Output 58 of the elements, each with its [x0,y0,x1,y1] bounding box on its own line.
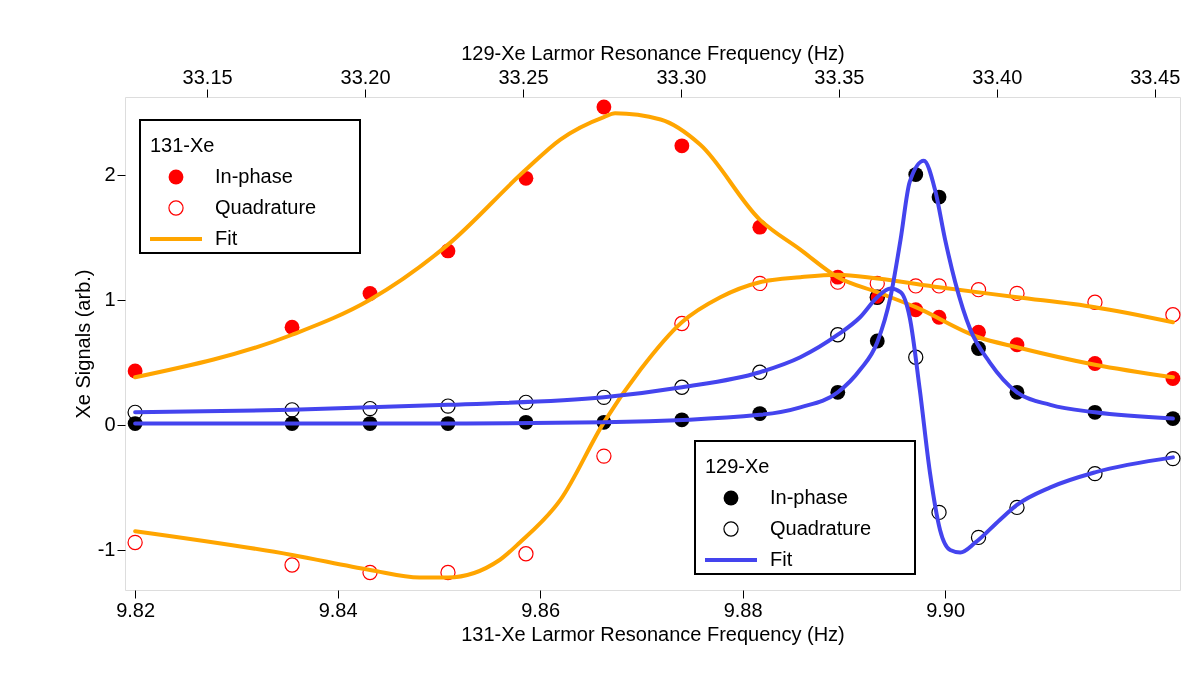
x-tick-label: 9.86 [521,598,561,621]
x-tick-label: 9.88 [723,598,763,621]
x2-tick-label: 33.40 [972,65,1023,88]
point [1087,465,1103,482]
point [931,278,947,294]
point [908,349,924,365]
point [362,400,378,417]
point [1165,450,1181,467]
legend-label: Fit [215,227,238,249]
point [674,379,690,395]
point [674,315,690,332]
point [284,402,300,418]
x2-tick-label: 33.20 [340,65,391,88]
point [908,278,924,294]
y-tick-label: 0 [104,413,116,436]
point [674,138,690,154]
point [440,564,456,581]
point [1165,307,1181,323]
point [362,564,378,581]
y-tick-label: 2 [104,163,116,186]
legend-label: Quadrature [770,517,872,539]
x-tick-label: 9.82 [116,598,156,621]
legend-label: Fit [770,548,793,570]
point [970,282,987,298]
point [284,557,300,573]
x2-tick-label: 33.25 [498,65,549,88]
text: 129-Xe [705,455,770,477]
y-tick-label: -1 [97,538,116,561]
point [1009,499,1025,516]
point [596,448,612,464]
x2-tick-label: 33.15 [182,65,233,88]
x2-tick-label: 33.45 [1130,65,1181,88]
point [931,504,947,521]
y-tick-label: 1 [104,288,116,311]
legend-label: In-phase [770,486,848,508]
point [752,275,768,292]
point [440,398,456,414]
text: 131-Xe [150,134,215,156]
point [1009,285,1025,302]
point [518,394,534,410]
x2-tick-label: 33.35 [814,65,865,88]
point [127,534,143,551]
point [596,389,612,405]
point [970,529,987,546]
point [596,99,612,115]
x-axis-title: 131-Xe Larmor Resonance Frequency (Hz) [461,622,845,645]
x2-axis-title: 129-Xe Larmor Resonance Frequency (Hz) [461,41,845,64]
point [752,364,768,380]
point [830,327,846,343]
x2-tick-label: 33.30 [656,65,707,88]
point [1087,294,1103,310]
x-tick-label: 9.90 [926,598,966,621]
point [127,404,143,420]
legend-label: In-phase [215,165,293,187]
point [518,546,534,562]
legend-label: Quadrature [215,196,317,218]
y-axis-title: Xe Signals (arb.) [71,269,94,419]
x-tick-label: 9.84 [318,598,358,621]
